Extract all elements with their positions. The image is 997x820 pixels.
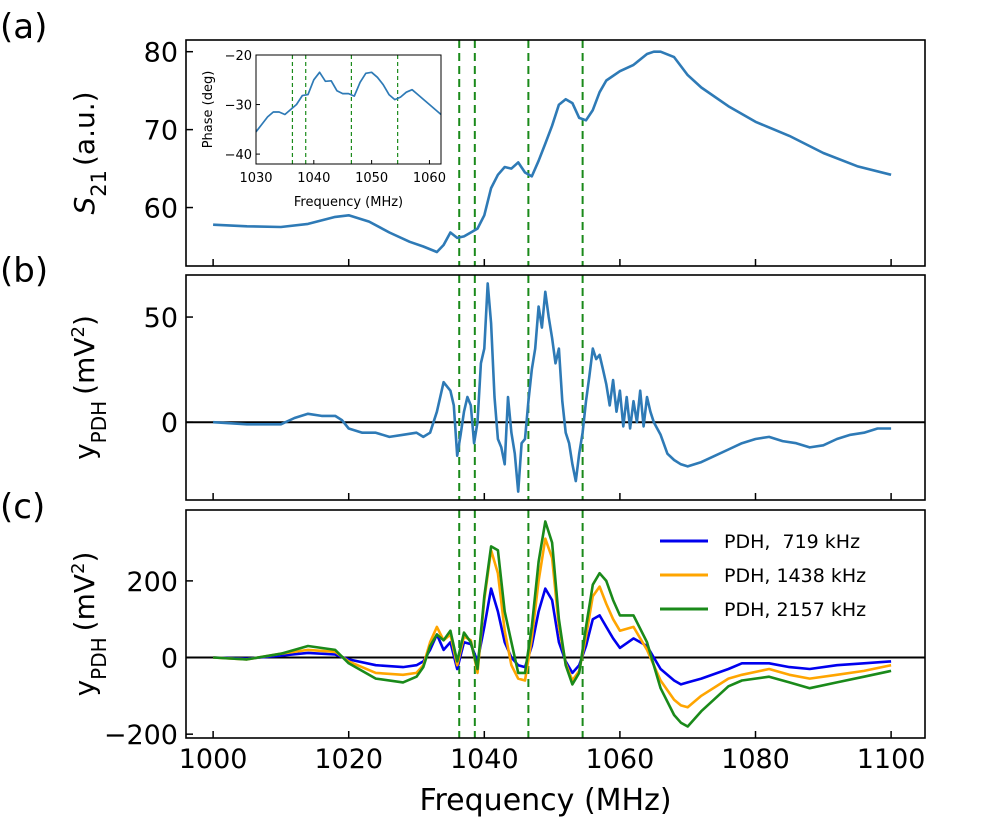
ylabel-unit-pre: (mV — [68, 574, 101, 631]
ylabel-unit-post: ) — [68, 552, 101, 563]
legend-label: PDH, 2157 kHz — [724, 599, 866, 621]
x-axis-label: Frequency (MHz) — [419, 783, 671, 818]
legend-label: PDH, 1438 kHz — [724, 565, 866, 587]
y-axis-label: S21 (a.u.) — [68, 91, 111, 214]
panel-label: (b) — [0, 251, 48, 291]
inset-x-tick-label: 1030 — [239, 171, 272, 186]
panels-layer: (a) 60 70 80 S21 (a.u.) 1030 1040 1050 1060 −20 −30… — [0, 7, 926, 818]
y-tick-label: 0 — [161, 408, 178, 439]
inset-series-line — [255, 71, 442, 133]
y-tick-label: 200 — [126, 567, 178, 598]
inset-chart: 1030 1040 1050 1060 −20 −30 −40 Frequency (MHz)… — [201, 49, 446, 210]
ylabel-unit-sup: 2 — [68, 563, 89, 574]
y-axis-label: yPDH (mV2) — [68, 552, 112, 697]
legend-label: PDH, 719 kHz — [724, 531, 860, 553]
x-tick-label: 1100 — [857, 744, 926, 775]
series-line — [213, 282, 892, 493]
axes-frame — [185, 39, 926, 267]
inset-y-axis-label: Phase (deg) — [201, 71, 216, 149]
series-line — [213, 587, 892, 686]
ylabel-sub: PDH — [87, 637, 111, 680]
axes-frame — [185, 274, 926, 501]
y-tick-label: 80 — [144, 38, 178, 69]
inset-y-tick-label: −40 — [225, 148, 252, 163]
panel-label: (a) — [0, 7, 47, 47]
inset-frame — [255, 54, 442, 165]
x-tick-label: 1060 — [586, 744, 655, 775]
panel-2: (b) 0 50 yPDH (mV2) — [0, 251, 926, 501]
ylabel-unit: (a.u.) — [68, 91, 101, 166]
x-tick-label: 1000 — [179, 744, 248, 775]
inset-x-tick-label: 1050 — [355, 171, 388, 186]
ylabel-main: y — [68, 680, 101, 697]
series-line — [213, 520, 892, 728]
axes-frame — [185, 509, 926, 739]
x-tick-label: 1040 — [450, 744, 519, 775]
panel-3: (c) 1000 1020 1040 1060 1080 1100 −200 0 200 yPDH (… — [0, 487, 926, 818]
x-tick-label: 1080 — [721, 744, 790, 775]
y-tick-label: 70 — [144, 116, 178, 147]
ylabel-main: y — [68, 443, 101, 460]
legend: PDH, 719 kHz PDH, 1438 kHz PDH, 2157 kHz — [660, 531, 866, 621]
inset-x-tick-label: 1040 — [297, 171, 330, 186]
ylabel-sub: 21 — [87, 170, 111, 197]
inset-y-tick-label: −20 — [225, 49, 252, 64]
inset-x-tick-label: 1060 — [413, 171, 446, 186]
series-group — [213, 50, 892, 254]
y-tick-label: −200 — [104, 720, 178, 751]
ylabel-unit-pre: (mV — [68, 337, 101, 394]
ylabel-main: S — [68, 197, 101, 215]
ylabel-unit-post: ) — [68, 315, 101, 326]
y-tick-label: 0 — [161, 644, 178, 675]
panel-label: (c) — [0, 487, 45, 527]
ylabel-sub: PDH — [87, 401, 111, 444]
ylabel-unit-sup: 2 — [68, 326, 89, 337]
panel-1: (a) 60 70 80 S21 (a.u.) 1030 1040 1050 1060 −20 −30… — [0, 7, 926, 267]
series-group — [213, 520, 892, 728]
inset-x-axis-label: Frequency (MHz) — [294, 195, 403, 210]
y-axis-label: yPDH (mV2) — [68, 315, 112, 460]
inset-background — [256, 55, 441, 164]
series-line — [213, 50, 892, 254]
y-tick-label: 60 — [144, 194, 178, 225]
series-group — [213, 282, 892, 493]
x-tick-label: 1020 — [314, 744, 383, 775]
y-tick-label: 50 — [144, 303, 178, 334]
inset-y-tick-label: −30 — [225, 99, 252, 114]
